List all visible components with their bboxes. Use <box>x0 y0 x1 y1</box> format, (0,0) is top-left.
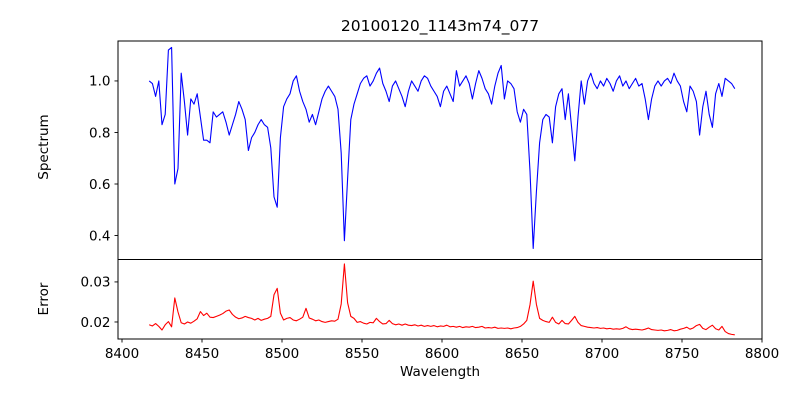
chart-title: 20100120_1143m74_077 <box>340 17 540 35</box>
error-panel-frame <box>117 259 763 340</box>
error-line <box>149 263 735 336</box>
spectrum-y-tick-label: 0.4 <box>89 228 110 244</box>
x-tick-label: 8700 <box>585 346 619 362</box>
spectrum-line <box>148 46 736 249</box>
spectrum-y-tick-label: 1.0 <box>89 74 110 90</box>
spectrum-panel-frame <box>117 40 763 260</box>
x-tick-label: 8550 <box>345 346 379 362</box>
x-tick-label: 8750 <box>665 346 699 362</box>
spectrum-y-tick-label: 0.8 <box>89 125 110 141</box>
x-tick-label: 8500 <box>265 346 299 362</box>
x-tick-label: 8450 <box>185 346 219 362</box>
x-tick-label: 8650 <box>505 346 539 362</box>
error-y-tick-label: 0.03 <box>80 275 110 291</box>
spectrum-y-tick-label: 0.6 <box>89 177 110 193</box>
x-tick-label: 8600 <box>425 346 459 362</box>
wavelength-axis-label: Wavelength <box>399 364 481 380</box>
x-tick-label: 8800 <box>745 346 779 362</box>
error-y-tick-label: 0.02 <box>80 315 110 331</box>
x-tick-label: 8400 <box>105 346 139 362</box>
